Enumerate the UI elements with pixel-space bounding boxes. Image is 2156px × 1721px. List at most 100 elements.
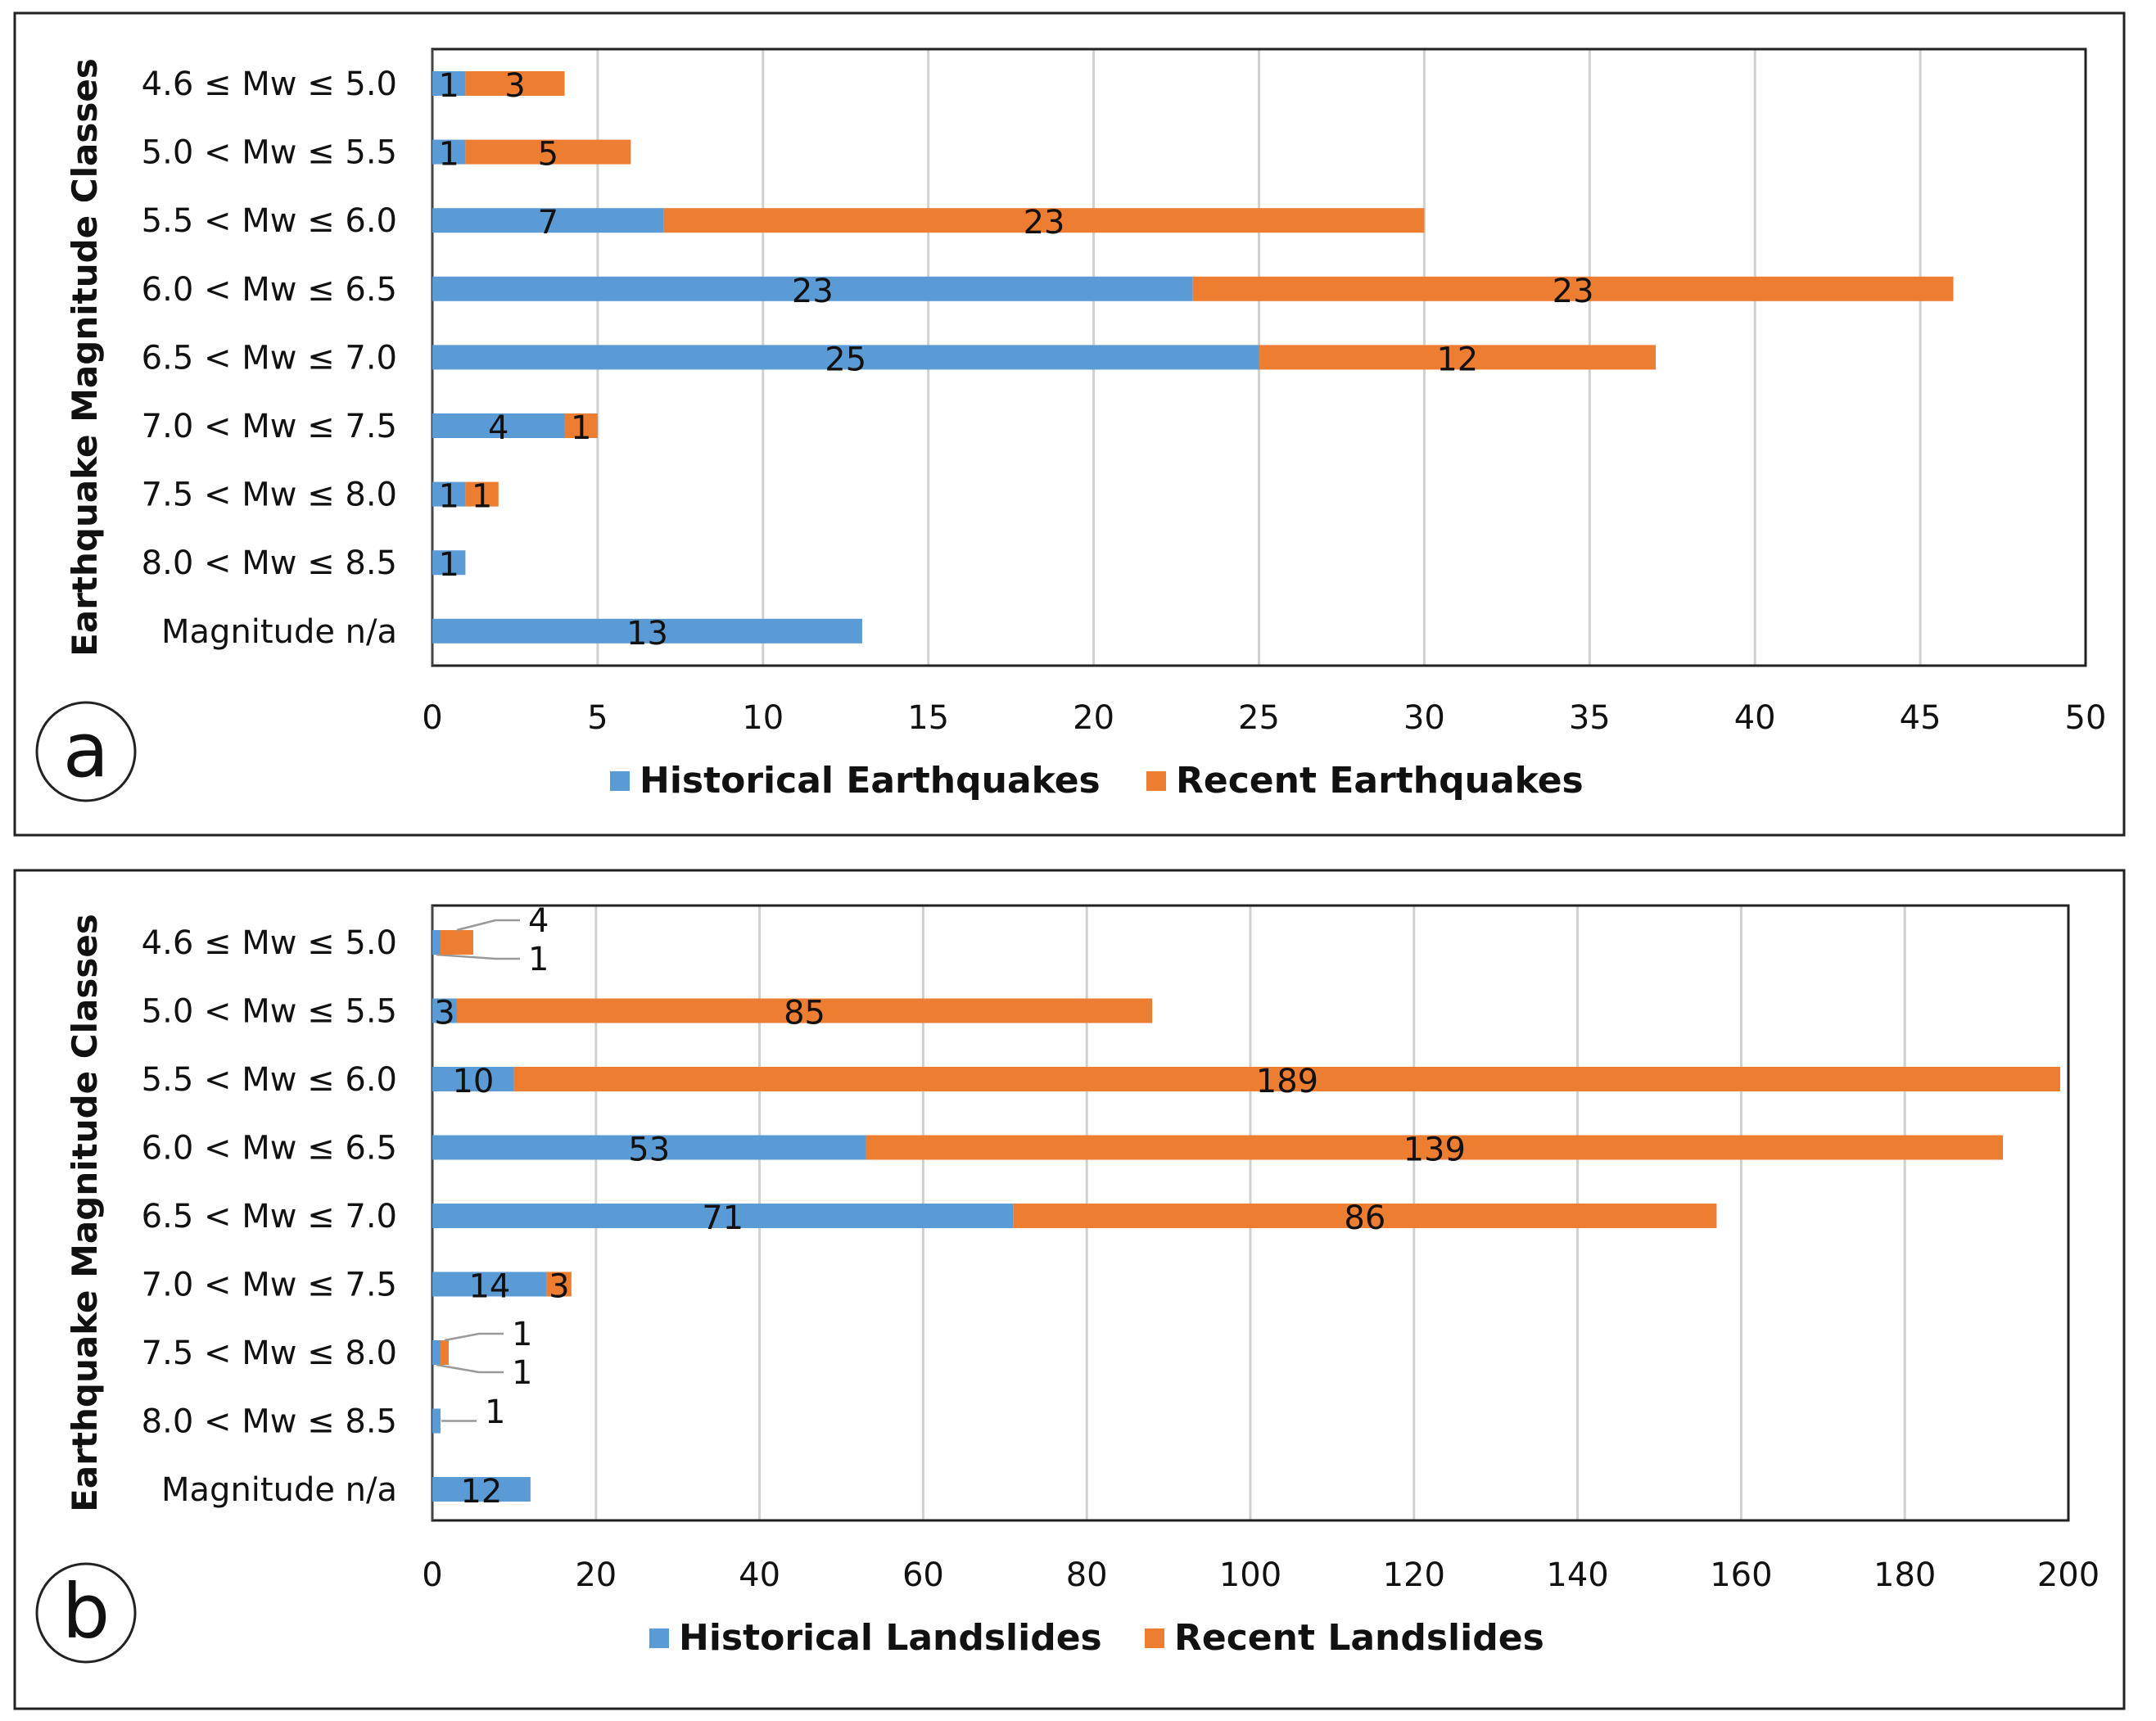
legend-label: Recent Landslides [1174,1617,1544,1659]
data-label: 86 [1344,1199,1385,1237]
y-tick-label: 4.6 ≤ Mw ≤ 5.0 [142,65,397,103]
data-label: 1 [512,1354,532,1392]
legend-swatch [649,1628,669,1648]
legend-swatch [1145,1628,1164,1648]
data-label: 14 [468,1268,510,1306]
x-tick-label: 25 [1238,699,1280,737]
bar-recent-landslides [440,930,473,955]
panel-letter-badge [35,1562,137,1664]
y-tick-label: 6.5 < Mw ≤ 7.0 [142,1198,397,1235]
x-tick-label: 5 [587,699,608,737]
y-tick-label: 5.5 < Mw ≤ 6.0 [142,202,397,240]
x-tick-label: 0 [422,699,442,737]
bar-recent-landslides [440,1340,449,1365]
x-tick-label: 15 [907,699,949,737]
y-axis-title: Earthquake Magnitude Classes [65,914,105,1512]
panel-letter: b [62,1568,110,1656]
bar-historical-landslides [432,1135,866,1160]
bar-historical-earthquakes [432,550,466,576]
data-label: 23 [1553,273,1594,310]
data-label-leader [456,919,520,932]
x-tick-label: 40 [739,1556,780,1594]
data-label: 10 [452,1063,494,1100]
x-tick-label: 200 [2037,1556,2100,1594]
bar-historical-earthquakes [432,481,466,507]
data-label: 1 [571,409,591,447]
x-tick-label: 80 [1066,1556,1108,1594]
bar-recent-landslides [1013,1204,1717,1228]
y-tick-label: 5.0 < Mw ≤ 5.5 [142,134,397,172]
data-label: 4 [488,409,508,447]
bar-historical-landslides [432,1340,441,1365]
y-tick-label: Magnitude n/a [161,1471,397,1509]
data-label: 25 [825,341,866,378]
data-label: 1 [438,546,459,584]
x-tick-label: 100 [1219,1556,1281,1594]
data-label: 1 [438,478,459,516]
panel-letter: a [63,707,109,794]
bar-recent-earthquakes [465,71,565,96]
data-label: 3 [549,1268,569,1306]
x-tick-label: 50 [2065,699,2107,737]
data-label: 1 [438,136,459,174]
data-label: 85 [784,995,825,1032]
bar-recent-earthquakes [465,481,499,507]
data-label: 1 [485,1394,505,1431]
y-tick-label: 6.0 < Mw ≤ 6.5 [142,271,397,309]
panel-frame [13,869,2126,1710]
legend-label: Recent Earthquakes [1176,760,1584,802]
bar-historical-earthquakes [432,276,1193,301]
data-label: 7 [538,204,558,242]
panel-frame [13,11,2126,837]
y-tick-label: 6.0 < Mw ≤ 6.5 [142,1130,397,1168]
x-tick-label: 20 [575,1556,617,1594]
bar-recent-earthquakes [564,413,598,438]
x-tick-label: 35 [1569,699,1611,737]
panel-letter-badge [35,701,137,802]
data-label: 1 [528,941,549,978]
bar-recent-landslides [866,1135,2004,1160]
y-tick-label: 5.5 < Mw ≤ 6.0 [142,1061,397,1099]
chart-panel-a: 0 5 10 15 20 25 30 35 40 45 504.6 ≤ Mw ≤ 5.0 1 35.0 … [13,11,2126,837]
bar-recent-earthquakes [465,139,631,165]
data-label: 4 [528,902,549,940]
y-tick-label: 7.5 < Mw ≤ 8.0 [142,1335,397,1372]
legend-label: Historical Earthquakes [640,760,1101,802]
bar-recent-landslides [546,1272,572,1297]
data-label: 5 [538,136,558,174]
data-label: 1 [472,478,492,516]
bar-historical-landslides [432,930,441,955]
data-label: 23 [1024,204,1065,242]
y-tick-label: 7.0 < Mw ≤ 7.5 [142,1267,397,1304]
data-label: 3 [434,995,454,1032]
legend-label: Historical Landslides [679,1617,1102,1659]
x-tick-label: 20 [1073,699,1114,737]
data-label: 71 [702,1199,744,1237]
bar-historical-earthquakes [432,139,466,165]
bar-historical-landslides [432,1204,1014,1228]
y-tick-label: 7.0 < Mw ≤ 7.5 [142,408,397,445]
data-label-leader [436,1363,504,1374]
x-tick-label: 60 [902,1556,944,1594]
data-label: 189 [1256,1063,1318,1100]
chart-panel-b: 0 20 40 60 80 100 120 140 160 180 200 4.6 ≤ Mw ≤ 5.… [13,869,2126,1710]
x-tick-label: 180 [1874,1556,1936,1594]
bar-historical-landslides [432,1477,531,1502]
bar-historical-landslides [432,1408,441,1434]
legend-swatch [1146,771,1166,791]
bar-historical-landslides [432,1067,514,1091]
y-tick-label: 4.6 ≤ Mw ≤ 5.0 [142,924,397,962]
y-tick-label: 6.5 < Mw ≤ 7.0 [142,339,397,377]
data-label: 12 [460,1473,502,1511]
data-label: 53 [628,1132,670,1169]
bar-historical-earthquakes [432,71,466,96]
bar-historical-landslides [432,1272,547,1297]
bar-historical-earthquakes [432,345,1259,370]
bar-recent-earthquakes [1192,276,1954,301]
data-label: 1 [512,1316,532,1353]
data-label-leader [436,953,520,960]
x-tick-label: 140 [1546,1556,1608,1594]
legend-swatch [610,771,630,791]
data-label: 139 [1403,1132,1466,1169]
